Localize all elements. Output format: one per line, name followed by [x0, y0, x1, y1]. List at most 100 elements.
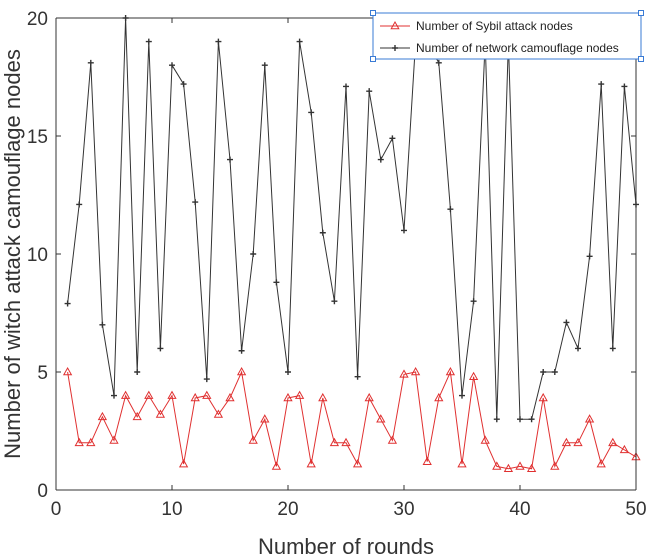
data-point	[598, 81, 605, 88]
data-point	[329, 437, 340, 447]
data-point	[248, 435, 258, 444]
data-point	[111, 392, 117, 399]
data-point	[238, 347, 245, 354]
data-point	[167, 390, 177, 399]
legend-handle	[370, 10, 376, 16]
data-point	[180, 81, 187, 88]
data-point	[144, 390, 154, 399]
data-point	[584, 414, 595, 423]
data-point	[492, 461, 502, 470]
y-tick-label: 20	[27, 9, 48, 30]
data-point	[213, 409, 224, 418]
legend-label: Number of Sybil attack nodes	[416, 19, 573, 33]
series-layer	[62, 15, 641, 473]
data-point	[470, 298, 477, 305]
data-point	[178, 459, 189, 468]
data-point	[157, 345, 164, 352]
data-point	[621, 83, 628, 90]
x-tick-label: 0	[51, 499, 62, 520]
data-point	[401, 227, 407, 234]
data-point	[132, 411, 142, 421]
data-point	[225, 392, 235, 402]
legend-box	[372, 12, 642, 60]
data-point	[331, 298, 338, 305]
x-tick-label: 10	[161, 499, 182, 520]
data-point	[134, 369, 141, 375]
y-axis-label: Number of witch attack camouflage nodes	[0, 49, 25, 459]
data-point	[538, 392, 548, 402]
data-point	[352, 459, 363, 468]
legend-entry: Number of network camouflage nodes	[380, 41, 619, 55]
data-point	[250, 251, 257, 257]
data-point	[561, 437, 572, 447]
data-point	[190, 392, 200, 402]
data-point	[109, 435, 119, 444]
data-point	[169, 62, 175, 69]
legend-handle	[638, 10, 644, 16]
legend-entry: Number of Sybil attack nodes	[380, 19, 573, 33]
y-tick-label: 10	[27, 245, 48, 266]
data-point	[517, 416, 523, 423]
series-line	[67, 370, 637, 470]
data-point	[318, 392, 328, 402]
data-point	[285, 369, 291, 375]
data-point	[99, 321, 106, 328]
data-point	[551, 369, 558, 375]
data-point	[306, 459, 316, 468]
data-point	[608, 437, 618, 447]
data-point	[271, 461, 282, 470]
data-point	[64, 300, 71, 307]
data-point	[354, 373, 361, 380]
data-point	[364, 392, 374, 402]
data-point	[480, 435, 490, 444]
data-point	[308, 109, 315, 116]
data-point	[586, 253, 593, 260]
data-point	[399, 369, 409, 378]
data-point	[447, 206, 454, 213]
data-point	[261, 62, 268, 69]
data-point	[343, 83, 349, 90]
data-point	[192, 199, 199, 206]
legend-marker	[392, 45, 398, 51]
data-point	[145, 38, 152, 45]
data-point	[609, 345, 616, 352]
x-tick-label: 50	[625, 499, 646, 520]
data-point	[260, 414, 270, 423]
series-line	[67, 17, 637, 420]
legend-marker	[390, 20, 400, 30]
data-point	[459, 392, 465, 399]
data-point	[410, 366, 421, 376]
data-point	[387, 435, 398, 444]
x-tick-label: 30	[393, 499, 414, 520]
data-point	[540, 369, 547, 375]
data-point	[493, 416, 500, 423]
data-point	[422, 456, 432, 465]
data-point	[619, 444, 630, 454]
data-point	[435, 59, 442, 66]
series-sybil-attack-nodes	[62, 366, 641, 473]
data-point	[74, 437, 84, 447]
data-point	[283, 392, 293, 402]
data-point	[86, 437, 96, 447]
data-point	[215, 38, 222, 45]
data-point	[202, 390, 212, 399]
data-point	[273, 279, 280, 286]
data-point	[550, 461, 560, 470]
data-point	[155, 409, 166, 418]
legend: Number of Sybil attack nodes Number of ne…	[370, 10, 644, 62]
data-point	[294, 390, 305, 399]
data-point	[227, 156, 233, 163]
y-tick-label: 5	[37, 363, 48, 384]
data-point	[515, 461, 525, 470]
y-tick-label: 0	[37, 481, 48, 502]
data-point	[76, 201, 83, 208]
data-point	[366, 88, 373, 95]
data-point	[573, 437, 583, 447]
legend-label: Number of network camouflage nodes	[416, 41, 619, 55]
data-point	[434, 392, 444, 402]
y-tick-label: 15	[27, 127, 48, 148]
data-point	[319, 229, 326, 236]
data-point	[389, 135, 396, 142]
data-point	[445, 366, 456, 376]
